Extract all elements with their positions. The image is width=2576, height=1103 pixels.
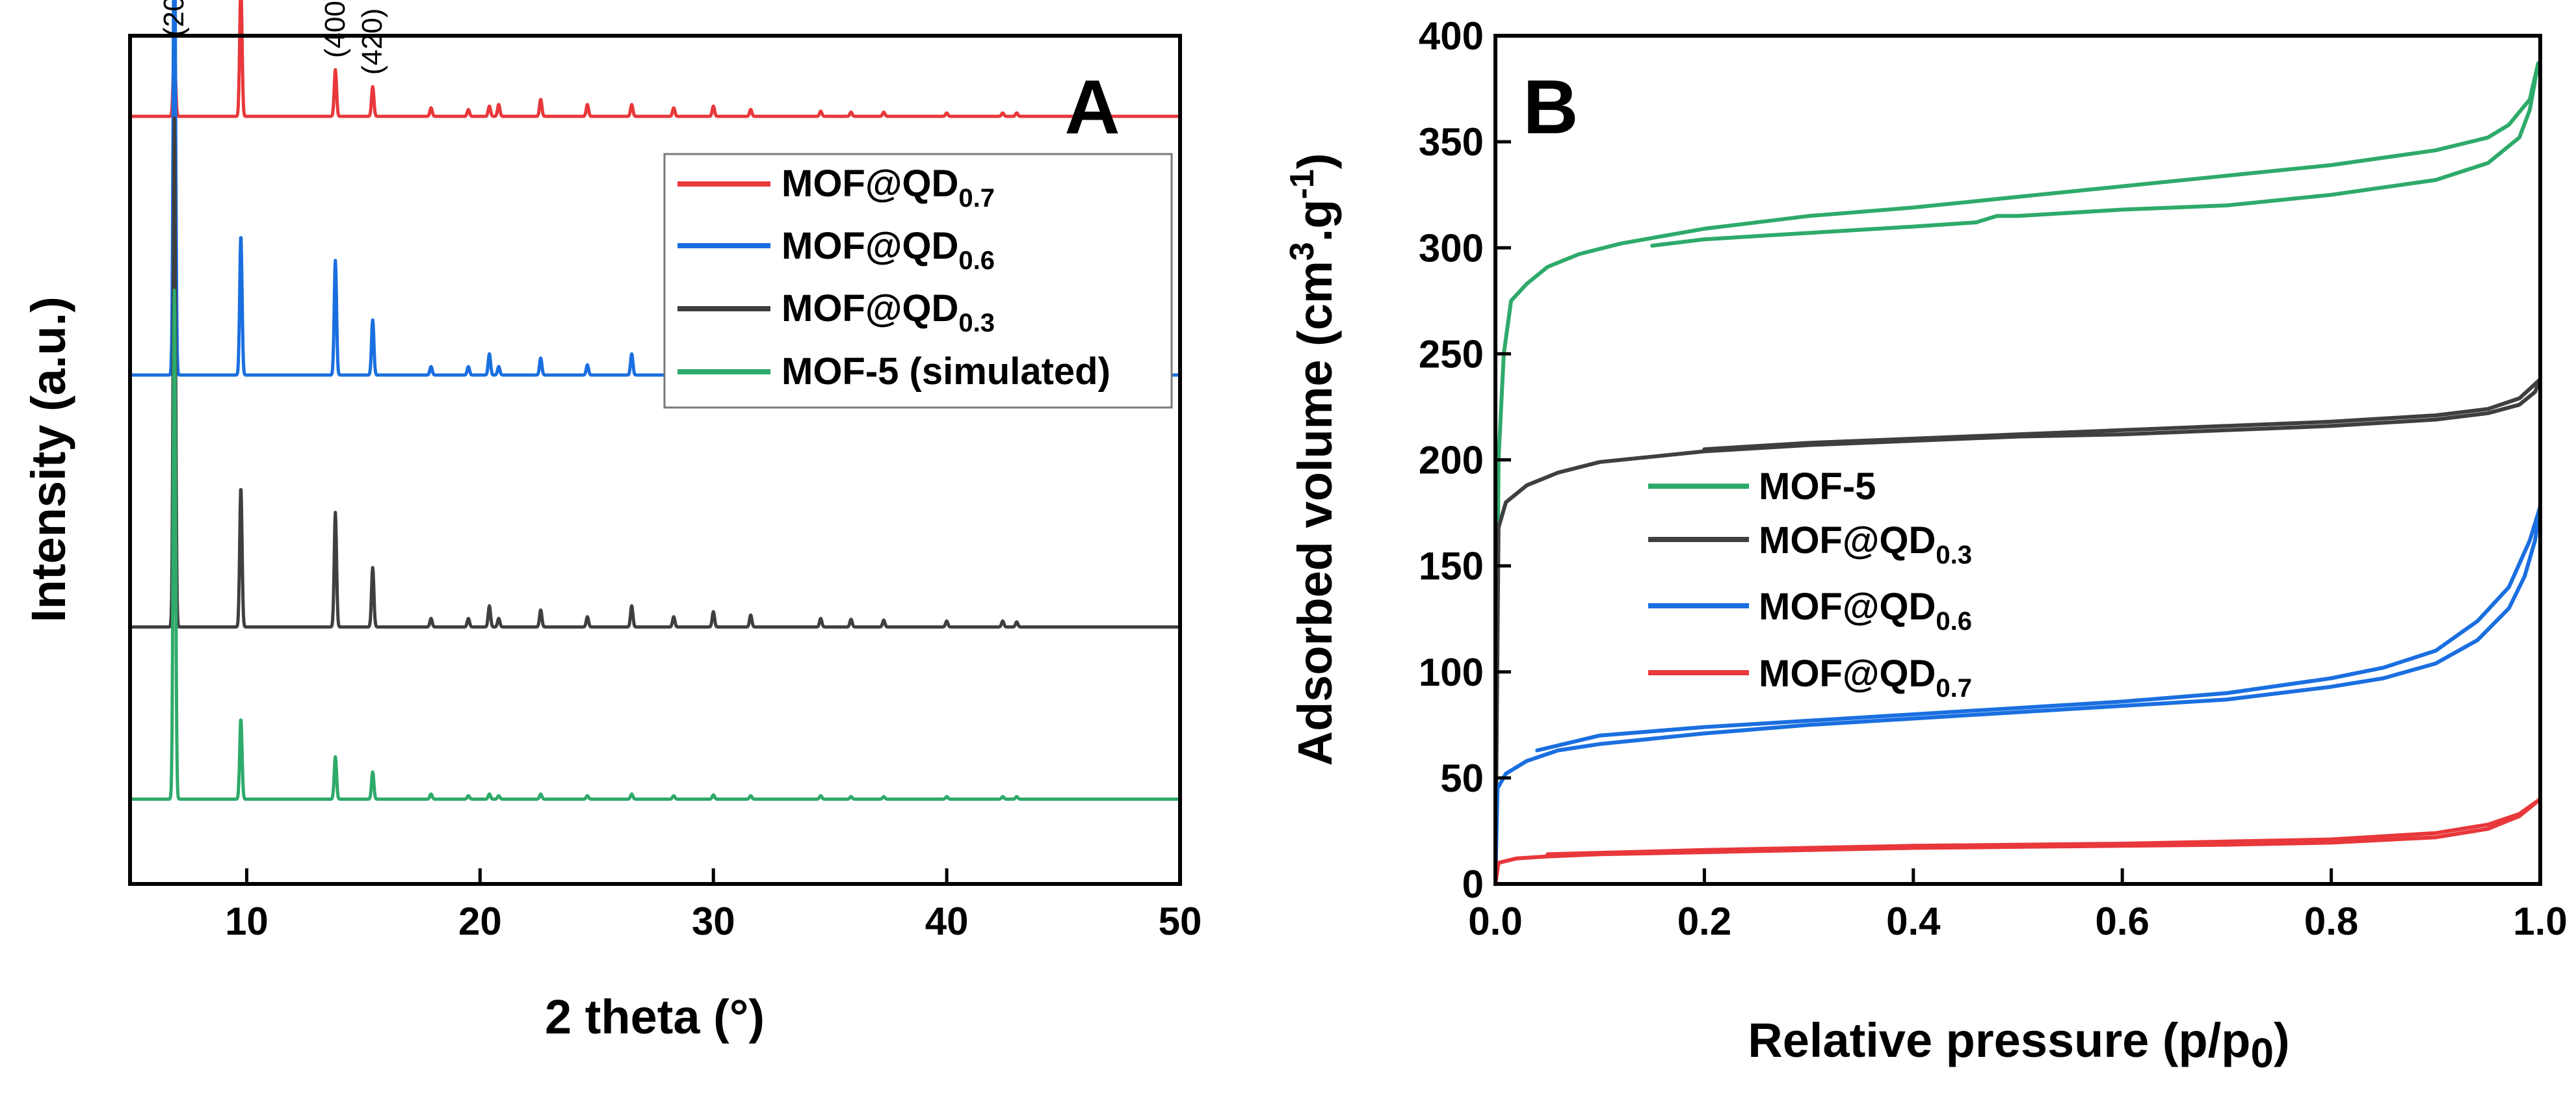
legend-a-name-qd03: MOF@QD (782, 287, 958, 330)
panel-b-y-tick-label-7: 350 (1419, 120, 1484, 164)
legend-a-name-qd06: MOF@QD (782, 225, 958, 267)
panel-b-series-3-desorption (1545, 797, 2542, 857)
legend-b-name-qd07: MOF@QD (1759, 653, 1936, 695)
legend-b-name-qd06: MOF@QD (1759, 586, 1936, 628)
panel-b-series-1-desorption (1702, 377, 2542, 452)
panel-a-x-tick-label-0: 10 (225, 900, 269, 943)
panel-a-series-2 (129, 116, 1181, 629)
panel-b-series-2-desorption (1535, 504, 2542, 753)
panel-b-series-0-desorption (1650, 61, 2540, 248)
panel-a-peak-labels: (200)(220)(400)(420) (158, 0, 388, 75)
panel-b-isotherm-chart: 0.0 0.2 0.4 0.6 0.8 1.0 0 50 100 150 200 250 300 350… (1283, 14, 2568, 1076)
panel-b-x-tick-label-0: 0.0 (1468, 900, 1522, 943)
panel-b-x-tick-label-2: 0.4 (1886, 900, 1941, 943)
legend-a-label-qd03: MOF@QD0.3 (782, 287, 995, 337)
panel-b-legend: MOF-5 MOF@QD0.3 MOF@QD0.6 MOF@QD0.7 (1648, 465, 1972, 703)
panel-a-xrd-chart: 10 20 30 40 50 (200)(220)(400)(420) A MOF@QD… (21, 0, 1202, 1044)
panel-b-y-tick-label-8: 400 (1419, 14, 1484, 58)
panel-b-y-ticks: 0 50 100 150 200 250 300 350 400 (1419, 14, 1511, 906)
panel-b-series-0-adsorption (1493, 61, 2540, 886)
peak-label-2: (400) (319, 0, 351, 58)
panel-b-x-ticks: 0.0 0.2 0.4 0.6 0.8 1.0 (1468, 868, 2568, 943)
legend-a-name-qd07: MOF@QD (782, 162, 958, 205)
panel-b-y-tick-label-5: 250 (1419, 332, 1484, 376)
legend-b-sub-qd06: 0.6 (1936, 607, 1972, 636)
legend-b-label-qd07: MOF@QD0.7 (1759, 653, 1972, 703)
panel-b-y-tick-label-2: 100 (1419, 651, 1484, 694)
panel-b-x-axis-title: Relative pressure (p/p0) (1748, 1013, 2289, 1076)
legend-a-sub-qd03: 0.3 (958, 309, 995, 337)
panel-b-x-tick-label-5: 1.0 (2513, 900, 2567, 943)
panel-a-letter: A (1064, 64, 1120, 150)
panel-b-y-axis-title: Adsorbed volume (cm3.g-1) (1283, 153, 1342, 766)
peak-label-3: (420) (356, 8, 388, 75)
legend-a-label-mof5: MOF-5 (simulated) (782, 350, 1111, 393)
panel-b-x-tick-label-3: 0.6 (2095, 900, 2149, 943)
legend-a-sub-qd06: 0.6 (958, 246, 995, 275)
panel-b-x-tick-label-1: 0.2 (1677, 900, 1731, 943)
peak-label-0: (200) (158, 0, 190, 37)
panel-a-legend: MOF@QD0.7 MOF@QD0.6 MOF@QD0.3 MOF-5 (sim… (663, 153, 1173, 409)
panel-b-series-layer (1493, 61, 2542, 886)
legend-b-sub-qd03: 0.3 (1936, 541, 1972, 569)
panel-a-x-tick-label-2: 30 (692, 900, 735, 943)
legend-b-name-qd03: MOF@QD (1759, 519, 1936, 562)
panel-a-y-axis-title: Intensity (a.u.) (21, 296, 75, 623)
panel-b-y-tick-label-4: 200 (1419, 439, 1484, 482)
legend-b-label-mof5: MOF-5 (1759, 465, 1876, 508)
panel-b-series-3-adsorption (1493, 797, 2542, 886)
legend-a-label-qd07: MOF@QD0.7 (782, 162, 995, 213)
panel-a-x-tick-label-4: 50 (1159, 900, 1202, 943)
panel-b-series-2-adsorption (1493, 504, 2542, 886)
panel-b-x-tick-label-4: 0.8 (2304, 900, 2358, 943)
panel-b-letter: B (1523, 64, 1578, 150)
panel-b-y-tick-label-6: 300 (1419, 226, 1484, 270)
panel-b-y-tick-label-0: 0 (1462, 863, 1484, 906)
legend-b-label-qd06: MOF@QD0.6 (1759, 586, 1972, 636)
panel-b-series-1-adsorption (1493, 377, 2542, 886)
panel-b-plot-frame (1493, 34, 2542, 886)
panel-a-series-0 (129, 0, 1181, 118)
panel-a-x-tick-label-3: 40 (925, 900, 969, 943)
panel-a-x-ticks: 10 20 30 40 50 (225, 868, 1202, 943)
panel-b-y-tick-label-1: 50 (1440, 757, 1484, 800)
legend-b-label-qd03: MOF@QD0.3 (1759, 519, 1972, 569)
legend-a-sub-qd07: 0.7 (958, 184, 995, 213)
panel-a-x-tick-label-1: 20 (458, 900, 502, 943)
panel-a-legend-box (663, 153, 1173, 409)
legend-b-sub-qd07: 0.7 (1936, 674, 1972, 703)
panel-b-y-tick-label-3: 150 (1419, 545, 1484, 588)
panel-a-series-3 (129, 289, 1181, 801)
legend-a-label-qd06: MOF@QD0.6 (782, 225, 995, 275)
panel-a-x-axis-title: 2 theta (°) (545, 990, 765, 1044)
panel-a-plot-frame (128, 34, 1182, 886)
